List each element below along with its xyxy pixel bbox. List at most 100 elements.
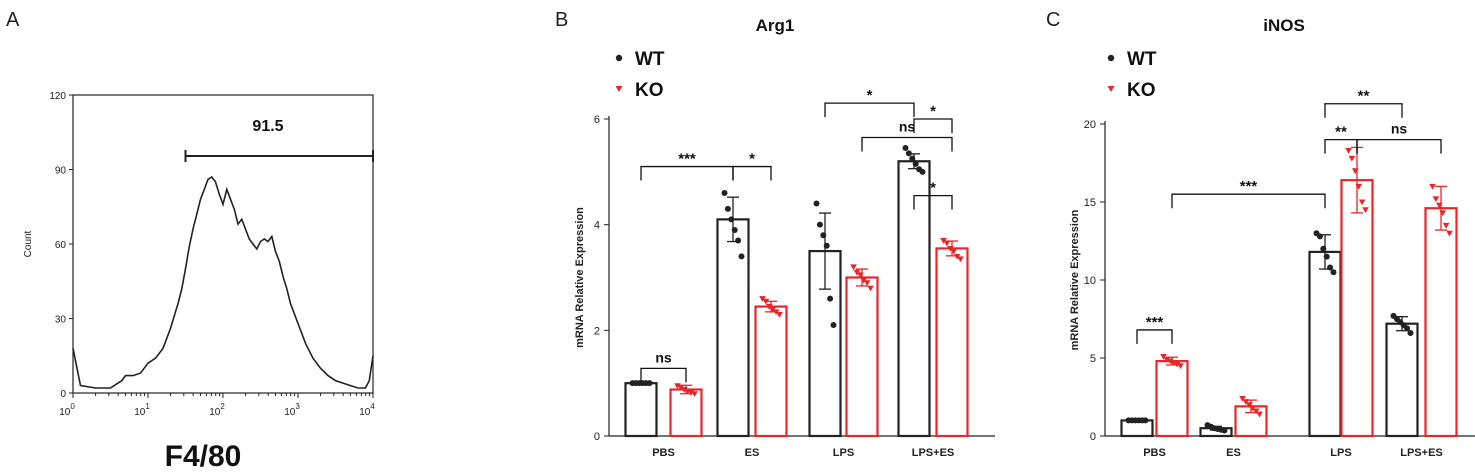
significance-bracket	[1356, 138, 1442, 154]
data-point-wt	[1407, 330, 1414, 337]
legend-ko-marker	[1107, 86, 1115, 92]
bar-wt	[624, 382, 658, 438]
y-tick-label: 6	[594, 114, 600, 126]
data-point-ko	[1442, 222, 1450, 229]
data-point-ko	[759, 296, 766, 302]
data-point-ko	[1429, 183, 1436, 190]
data-point-ko	[769, 306, 776, 313]
significance-label: **	[1358, 88, 1370, 105]
significance-bracket	[640, 165, 734, 181]
data-point-wt	[731, 226, 738, 233]
legend-wt-label: WT	[635, 49, 665, 70]
y-tick-label: 4	[594, 220, 600, 232]
data-point-ko	[950, 248, 957, 255]
chart-title: iNOS	[1263, 16, 1305, 35]
significance-bracket	[1171, 193, 1326, 209]
data-point-ko	[1242, 399, 1250, 405]
data-point-wt	[724, 205, 731, 212]
significance-bracket	[1136, 329, 1173, 344]
data-point-ko	[1256, 411, 1263, 418]
data-point-ko	[1249, 405, 1256, 412]
data-point-ko	[772, 309, 780, 316]
significance-label: ns	[1391, 121, 1408, 137]
x-category-label: LPS	[833, 447, 854, 459]
significance-label: *	[930, 180, 936, 197]
x-category-label: LPS	[1330, 447, 1351, 459]
legend-ko-label: KO	[635, 80, 664, 101]
data-point-ko	[1446, 230, 1453, 237]
y-tick-label: 15	[1084, 197, 1096, 209]
significance-label: *	[867, 87, 873, 104]
bar-ko	[754, 305, 788, 438]
data-point-ko	[1177, 363, 1184, 370]
y-tick-label: 5	[1090, 353, 1096, 365]
data-point-ko	[766, 304, 773, 310]
data-point-ko	[953, 253, 961, 260]
data-point-wt	[1323, 253, 1330, 260]
data-point-ko	[857, 272, 864, 279]
data-point-wt	[909, 155, 916, 162]
data-point-wt	[902, 145, 909, 152]
bar-wt	[1385, 322, 1419, 438]
data-point-ko	[1358, 199, 1366, 206]
significance-label: *	[930, 103, 936, 120]
y-axis-label: Count	[23, 230, 34, 257]
data-point-ko	[1348, 155, 1356, 162]
y-tick-label: 10	[1084, 275, 1096, 287]
data-point-wt	[1330, 269, 1337, 276]
data-point-ko	[1173, 361, 1181, 368]
data-point-ko	[1352, 168, 1359, 175]
bar-ko	[935, 247, 969, 438]
significance-bracket	[824, 102, 915, 118]
data-point-ko	[1345, 148, 1352, 154]
panel-letter-a: A	[6, 9, 20, 31]
data-point-ko	[1436, 202, 1443, 209]
data-point-ko	[850, 264, 857, 271]
data-point-ko	[1160, 353, 1167, 360]
significance-label: ***	[678, 151, 696, 168]
significance-bracket	[913, 194, 953, 210]
data-point-wt	[1404, 325, 1411, 332]
bar-wt	[1308, 250, 1342, 438]
data-point-ko	[776, 311, 783, 318]
gate-percentage: 91.5	[252, 118, 283, 135]
y-tick-label: 0	[594, 431, 600, 443]
y-axis-label: mRNA Relative Expression	[1069, 209, 1081, 350]
data-point-wt	[721, 189, 728, 196]
y-tick-label: 2	[594, 325, 600, 337]
y-tick-label: 90	[55, 166, 67, 177]
data-point-wt	[1316, 233, 1323, 240]
significance-bracket	[861, 136, 953, 152]
x-category-label: ES	[1226, 447, 1241, 459]
inos-bar-chart: 0 5 10 15 20 mRNA Relative Expression iNOS WT KO…	[1069, 16, 1475, 459]
data-point-ko	[674, 383, 681, 390]
significance-label: ***	[1240, 178, 1258, 195]
bar-ko	[1155, 360, 1189, 438]
data-point-ko	[860, 277, 867, 284]
data-point-wt	[738, 253, 745, 260]
x-tick-label: 102	[209, 402, 225, 418]
x-category-label: LPS+ES	[1400, 447, 1443, 459]
legend-ko-marker	[615, 86, 623, 92]
y-tick-label: 120	[49, 91, 66, 102]
significance-bracket	[732, 165, 772, 181]
data-point-wt	[820, 232, 827, 239]
significance-label: *	[749, 151, 755, 168]
arg1-bar-chart: 0 2 4 6 mRNA Relative Expression Arg1 WT KO PBS E…	[574, 16, 995, 459]
data-point-wt	[905, 150, 912, 157]
data-point-ko	[863, 280, 871, 287]
x-tick-label: 101	[134, 402, 150, 418]
y-tick-label: 0	[1090, 431, 1096, 443]
x-category-label: PBS	[652, 447, 675, 459]
data-point-ko	[853, 269, 861, 276]
data-point-ko	[1239, 396, 1246, 402]
legend-wt-label: WT	[1127, 49, 1157, 70]
data-point-wt	[813, 200, 820, 207]
data-point-ko	[867, 285, 874, 292]
x-tick-label: 100	[59, 402, 75, 418]
legend-ko-label: KO	[1127, 80, 1156, 101]
data-point-ko	[1252, 408, 1260, 415]
data-point-ko	[677, 384, 685, 391]
data-point-wt	[1221, 427, 1228, 434]
